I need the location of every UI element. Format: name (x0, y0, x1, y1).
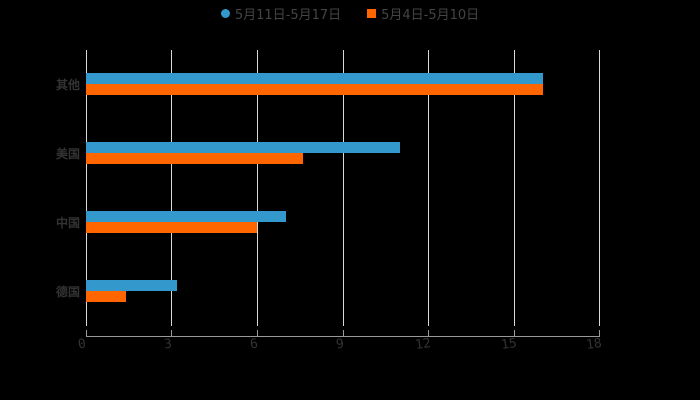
legend-item-week-may11[interactable]: 5月11日-5月17日 (220, 4, 342, 23)
circle-icon (220, 8, 230, 18)
bar[interactable] (86, 222, 257, 233)
legend: 5月11日-5月17日 5月4日-5月10日 (0, 3, 700, 23)
x-tick (343, 330, 344, 337)
x-tick (599, 330, 600, 337)
category-label: 德国 (55, 285, 80, 299)
x-tick-label: 6 (249, 336, 259, 353)
square-icon (367, 8, 377, 18)
gridline (171, 50, 172, 326)
gridline (257, 50, 258, 326)
bar[interactable] (86, 211, 286, 222)
legend-item-week-may4[interactable]: 5月4日-5月10日 (367, 4, 479, 23)
gridline (599, 50, 600, 326)
bar[interactable] (86, 73, 543, 84)
category-label: 美国 (55, 147, 80, 161)
x-tick-label: 3 (163, 336, 173, 353)
bar[interactable] (86, 280, 177, 291)
category-label: 其他 (55, 78, 80, 92)
gridline (514, 50, 515, 326)
legend-label: 5月11日-5月17日 (234, 7, 342, 23)
x-tick (257, 330, 258, 337)
x-tick-label: 12 (414, 335, 432, 354)
gridline (86, 50, 87, 326)
bar[interactable] (86, 291, 126, 302)
x-tick (514, 330, 515, 337)
gridline (428, 50, 429, 326)
legend-label: 5月4日-5月10日 (381, 7, 480, 23)
plot-area (86, 50, 600, 326)
bar[interactable] (86, 142, 400, 153)
x-tick (171, 330, 172, 337)
x-tick-label: 9 (335, 336, 345, 353)
x-tick (428, 330, 429, 337)
x-tick (86, 330, 87, 337)
x-tick-label: 15 (500, 335, 518, 354)
bar[interactable] (86, 153, 303, 164)
x-tick-label: 0 (77, 336, 87, 353)
bar[interactable] (86, 84, 543, 95)
gridline (343, 50, 344, 326)
category-label: 中国 (55, 216, 80, 230)
x-tick-label: 18 (585, 335, 603, 354)
